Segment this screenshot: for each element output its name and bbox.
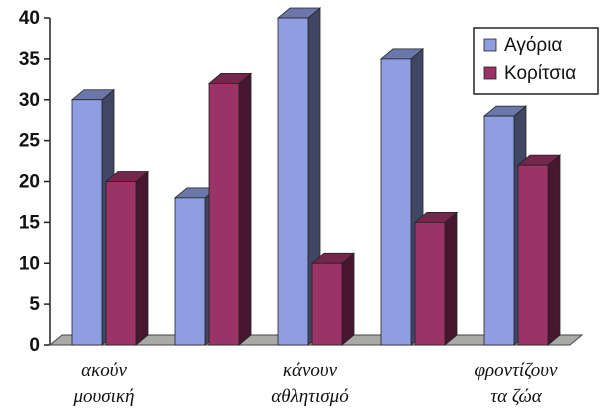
bar-side — [341, 252, 355, 346]
bar — [105, 181, 137, 346]
x-tick-label: φροντίζουν — [475, 360, 558, 381]
bar-side — [547, 154, 561, 346]
y-tick-label: 0 — [29, 335, 40, 356]
y-tick-label: 10 — [19, 253, 40, 274]
bar — [208, 83, 240, 346]
y-tick-label: 20 — [19, 172, 40, 193]
x-tick-label: μουσική — [73, 386, 135, 407]
bar — [71, 99, 103, 346]
bar — [380, 58, 412, 346]
bar — [174, 197, 206, 346]
x-tick-label: ακούν — [81, 360, 127, 381]
bar — [311, 262, 343, 346]
y-tick-label: 30 — [19, 90, 40, 111]
bar-side — [444, 211, 458, 346]
y-tick-label: 35 — [19, 49, 41, 70]
bar — [483, 115, 515, 346]
bar-side — [135, 170, 149, 346]
y-tick-label: 5 — [29, 294, 40, 315]
x-tick-label: κάνουν — [283, 360, 338, 381]
bar — [277, 17, 309, 346]
bar-side — [238, 72, 252, 346]
legend-swatch — [483, 38, 497, 52]
y-tick-label: 15 — [19, 212, 41, 233]
legend-label: Κορίτσια — [504, 63, 576, 84]
y-tick-label: 25 — [19, 131, 41, 152]
legend-swatch — [483, 66, 497, 80]
bar — [517, 164, 549, 346]
y-tick-label: 40 — [19, 8, 40, 29]
x-tick-label: αθλητισμό — [271, 386, 348, 407]
legend-label: Αγόρια — [504, 35, 562, 56]
bar — [414, 221, 446, 346]
x-tick-label: τα ζώα — [490, 386, 542, 407]
